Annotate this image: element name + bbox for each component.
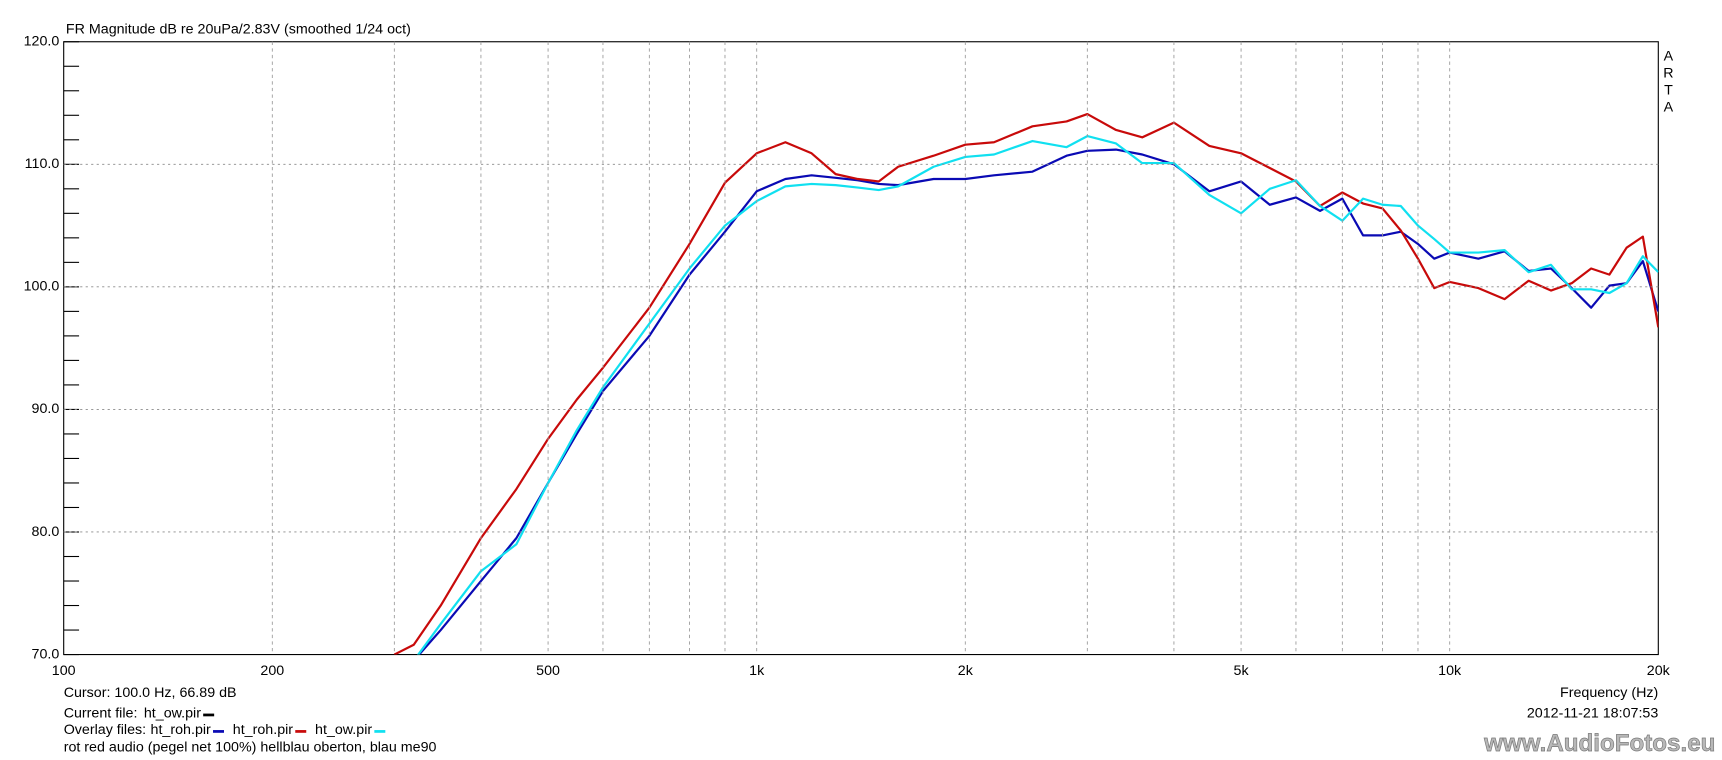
legend-entry: ht_roh.pir	[151, 722, 212, 738]
x-tick-label: 1k	[749, 663, 765, 679]
legend-entry: ht_ow.pir	[315, 722, 372, 738]
x-tick-label: 100	[52, 663, 76, 679]
y-tick-label: 70.0	[32, 646, 60, 662]
plot-area	[393, 112, 1659, 655]
note: rot red audio (pegel net 100%) hellblau …	[64, 740, 437, 756]
cursor-readout: Cursor: 100.0 Hz, 66.89 dB	[64, 685, 237, 701]
legend-label: Overlay files:	[64, 722, 146, 738]
series-line	[416, 135, 1659, 655]
legend-label: Current file:	[64, 706, 138, 722]
x-tick-label: 200	[260, 663, 284, 679]
x-tick-label: 10k	[1438, 663, 1462, 679]
watermark: www.AudioFotos.eu	[1483, 730, 1715, 757]
y-tick-label: 120.0	[24, 34, 60, 50]
x-tick-label: 2k	[958, 663, 974, 679]
timestamp: 2012-11-21 18:07:53	[1527, 706, 1658, 722]
x-axis-title: Frequency (Hz)	[1560, 685, 1658, 701]
brand: ARTA	[1660, 48, 1676, 116]
y-tick-label: 90.0	[32, 401, 60, 417]
x-tick-label: 5k	[1234, 663, 1250, 679]
y-tick-label: 80.0	[32, 524, 60, 540]
series-line	[393, 112, 1659, 655]
legend-entry: ht_ow.pir	[144, 706, 201, 722]
x-tick-label: 500	[536, 663, 560, 679]
y-tick-label: 110.0	[25, 156, 60, 172]
chart-title: FR Magnitude dB re 20uPa/2.83V (smoothed…	[66, 21, 411, 37]
plot-frame	[63, 41, 1659, 656]
x-tick-label: 20k	[1647, 663, 1671, 679]
legend-entry: ht_roh.pir	[233, 722, 294, 738]
y-tick-label: 100.0	[24, 279, 60, 295]
